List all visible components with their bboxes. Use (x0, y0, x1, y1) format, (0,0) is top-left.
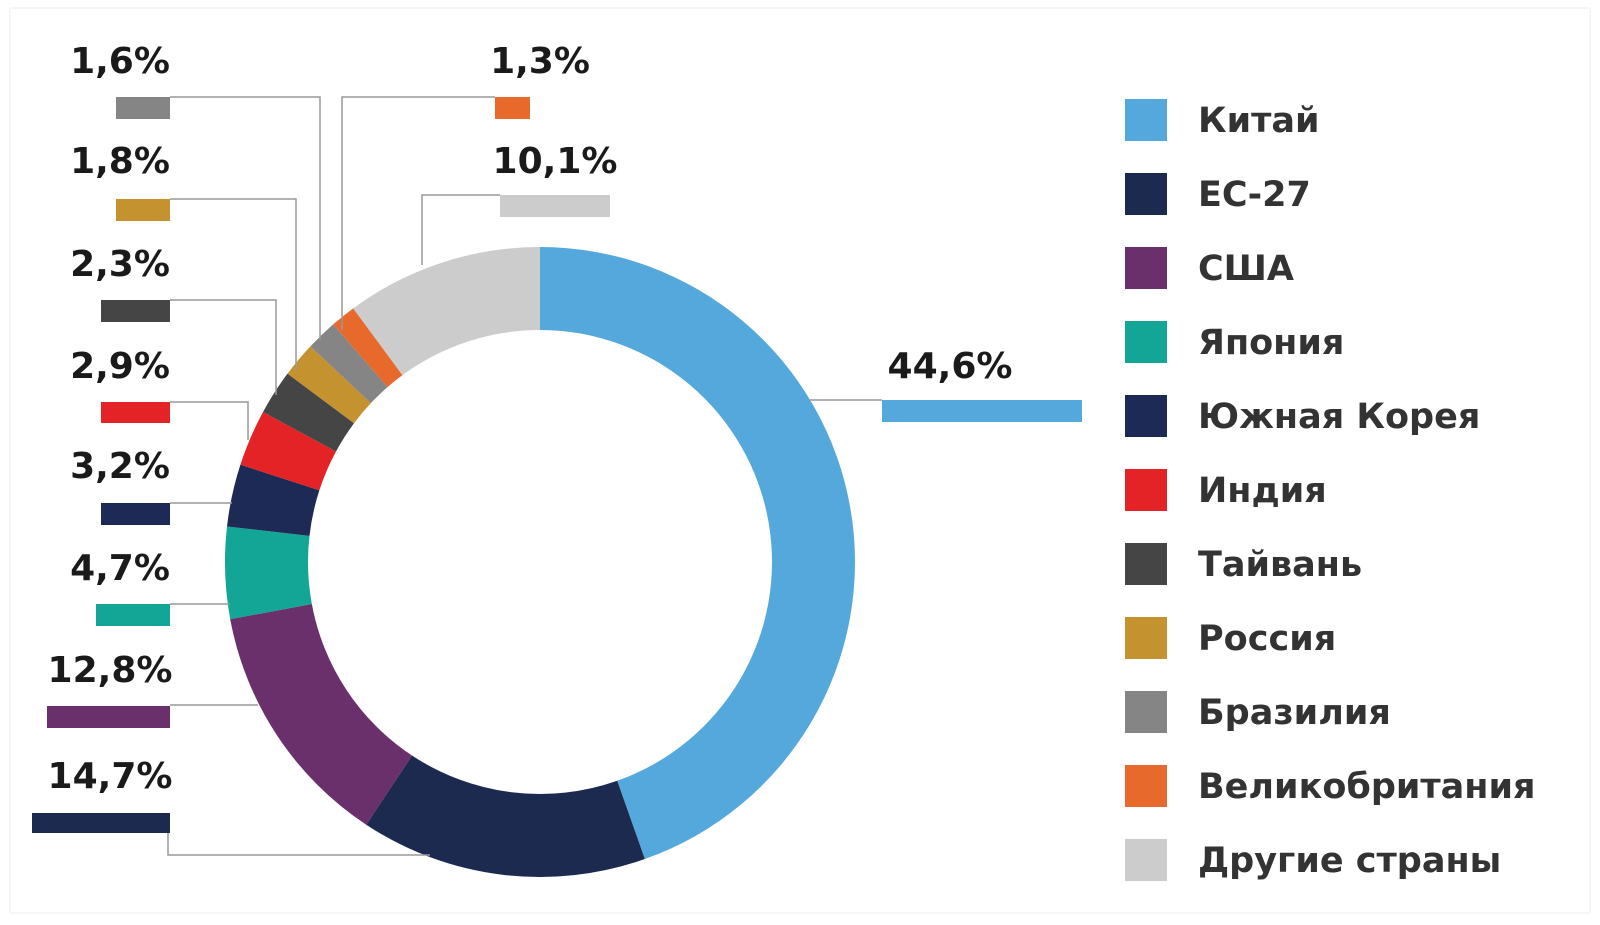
leader-line (341, 96, 495, 330)
callout-bar (101, 300, 170, 322)
donut-slice (333, 308, 403, 388)
value-label: 4,7% (70, 548, 170, 589)
legend-label: ЕС-27 (1198, 175, 1311, 215)
legend-label: Южная Корея (1198, 397, 1480, 437)
value-label: 3,2% (70, 446, 170, 487)
legend-swatch (1125, 839, 1167, 881)
donut-slice (287, 346, 371, 424)
legend-label: Другие страны (1198, 841, 1501, 881)
callout-bar (101, 402, 170, 423)
legend-swatch (1125, 395, 1167, 437)
donut-slice (540, 247, 855, 860)
legend-swatch (1125, 173, 1167, 215)
value-label: 10,1% (493, 141, 618, 182)
value-label: 14,7% (48, 756, 173, 797)
callout-bar (882, 400, 1082, 422)
callout-bar (500, 195, 610, 217)
leader-line (170, 401, 249, 440)
value-label: 1,6% (70, 41, 170, 82)
value-label: 1,8% (70, 141, 170, 182)
donut-slice (230, 604, 413, 825)
legend-swatch (1125, 617, 1167, 659)
value-label: 44,6% (888, 346, 1013, 387)
leader-line (167, 833, 430, 856)
legend-swatch (1125, 99, 1167, 141)
legend-swatch (1125, 691, 1167, 733)
callout-bar (32, 813, 170, 833)
legend-swatch (1125, 543, 1167, 585)
callout-bar (116, 199, 170, 221)
leader-line (421, 194, 500, 265)
leader-line (170, 96, 321, 340)
legend-label: Россия (1198, 619, 1336, 659)
donut-slice (353, 247, 540, 376)
legend-label: США (1198, 249, 1294, 289)
value-label: 2,9% (70, 346, 170, 387)
callout-bar (116, 97, 170, 119)
callout-bar (96, 604, 170, 626)
legend-swatch (1125, 765, 1167, 807)
donut-slice (225, 526, 312, 620)
callout-bar (101, 503, 170, 525)
legend-label: Бразилия (1198, 693, 1391, 733)
legend-swatch (1125, 469, 1167, 511)
donut-slice (240, 411, 336, 491)
legend-label: Китай (1198, 101, 1320, 141)
legend-label: Тайвань (1198, 545, 1362, 585)
value-label: 2,3% (70, 244, 170, 285)
donut-slice (263, 373, 355, 452)
donut-slice (227, 464, 320, 536)
legend-swatch (1125, 321, 1167, 363)
leader-line (170, 299, 277, 395)
callout-bar (47, 706, 170, 728)
value-label: 1,3% (490, 41, 590, 82)
donut-slice (310, 324, 388, 404)
donut-slice (366, 755, 645, 877)
callout-bar (495, 97, 530, 119)
legend-label: Япония (1198, 323, 1344, 363)
legend-swatch (1125, 247, 1167, 289)
legend-label: Великобритания (1198, 767, 1535, 807)
legend-label: Индия (1198, 471, 1327, 511)
value-label: 12,8% (48, 650, 173, 691)
leader-line (170, 198, 297, 370)
